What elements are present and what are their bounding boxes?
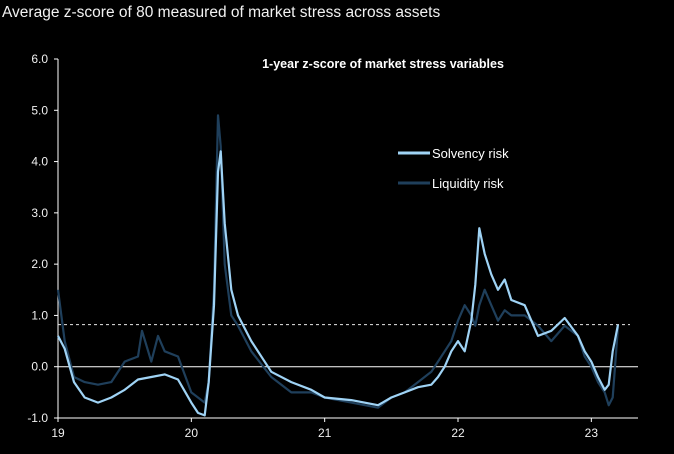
y-tick-label: 6.0 [31, 52, 48, 66]
y-tick-label: 2.0 [31, 257, 48, 271]
x-tick-label: 23 [585, 426, 599, 440]
x-tick-label: 19 [51, 426, 65, 440]
x-tick-label: 22 [451, 426, 465, 440]
y-tick-label: 5.0 [31, 103, 48, 117]
y-tick-label: 0.0 [31, 360, 48, 374]
legend-label-liquidity-risk: Liquidity risk [432, 176, 504, 191]
legend-label-solvency-risk: Solvency risk [432, 146, 509, 161]
y-tick-label: -1.0 [27, 411, 48, 425]
x-tick-label: 20 [185, 426, 199, 440]
x-tick-label: 21 [318, 426, 332, 440]
y-tick-label: 4.0 [31, 155, 48, 169]
legend: Solvency risk Liquidity risk [398, 146, 509, 191]
series-line-solvency-risk [57, 150, 620, 417]
header-title: Average z-score of 80 measured of market… [2, 4, 441, 21]
y-tick-label: 1.0 [31, 308, 48, 322]
series-line-liquidity-risk [56, 114, 620, 409]
chart-title: 1-year z-score of market stress variable… [262, 57, 504, 71]
y-tick-label: 3.0 [31, 206, 48, 220]
plot-area: -1.0 0.0 1.0 2.0 3.0 4.0 5.0 6.0 19 20 21 22 23 [27, 52, 638, 440]
